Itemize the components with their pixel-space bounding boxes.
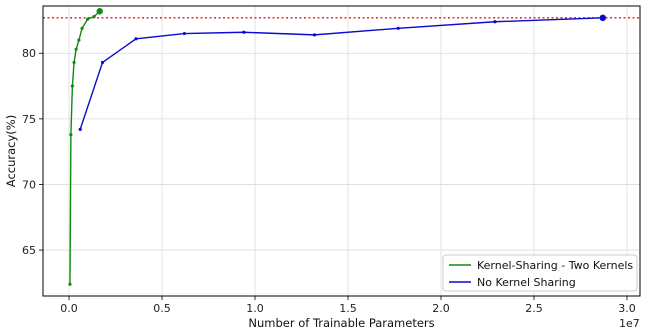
- x-axis-offset-label: 1e7: [619, 317, 640, 330]
- data-point: [77, 38, 81, 42]
- data-point: [134, 37, 138, 41]
- data-point: [78, 127, 82, 131]
- data-point: [396, 26, 400, 30]
- data-point: [86, 17, 90, 21]
- y-tick-label: 65: [22, 244, 36, 257]
- data-point: [68, 282, 72, 286]
- y-tick-label: 80: [22, 47, 36, 60]
- data-point: [80, 26, 84, 30]
- data-point: [69, 132, 73, 137]
- x-tick-label: 3.0: [618, 302, 636, 315]
- series-line-0: [69, 10, 101, 285]
- x-tick-label: 2.5: [525, 302, 543, 315]
- series-line-1: [79, 17, 603, 130]
- data-point: [70, 84, 74, 88]
- axis-ticks: 0.0 0.5 1.0 1.5 2.0 2.5 3.0 65 70 75 80: [22, 47, 636, 315]
- x-tick-label: 0.5: [153, 302, 171, 315]
- data-point: [96, 8, 103, 15]
- data-point: [74, 47, 78, 51]
- x-tick-label: 2.0: [432, 302, 450, 315]
- data-point: [182, 31, 186, 36]
- y-axis-label: Accuracy(%): [4, 115, 18, 187]
- x-tick-label: 1.0: [246, 302, 264, 315]
- data-point: [242, 30, 246, 34]
- data-point: [92, 14, 96, 19]
- series-layer: [68, 8, 607, 286]
- y-tick-label: 75: [22, 113, 36, 126]
- x-tick-label: 1.5: [339, 302, 357, 315]
- legend-entry-no-kernel-sharing: No Kernel Sharing: [477, 276, 576, 289]
- data-point: [100, 60, 105, 65]
- y-tick-label: 70: [22, 178, 36, 191]
- legend: Kernel-Sharing - Two Kernels No Kernel S…: [442, 254, 638, 292]
- legend-box: [442, 254, 638, 292]
- x-axis-label: Number of Trainable Parameters: [248, 316, 434, 330]
- data-point: [493, 20, 497, 24]
- x-tick-label: 0.0: [60, 302, 78, 315]
- data-point: [72, 60, 76, 65]
- grid: [43, 6, 640, 296]
- plot-frame: [42, 5, 641, 297]
- data-point: [599, 14, 607, 22]
- data-point: [312, 33, 317, 37]
- legend-entry-kernel-sharing: Kernel-Sharing - Two Kernels: [477, 259, 633, 272]
